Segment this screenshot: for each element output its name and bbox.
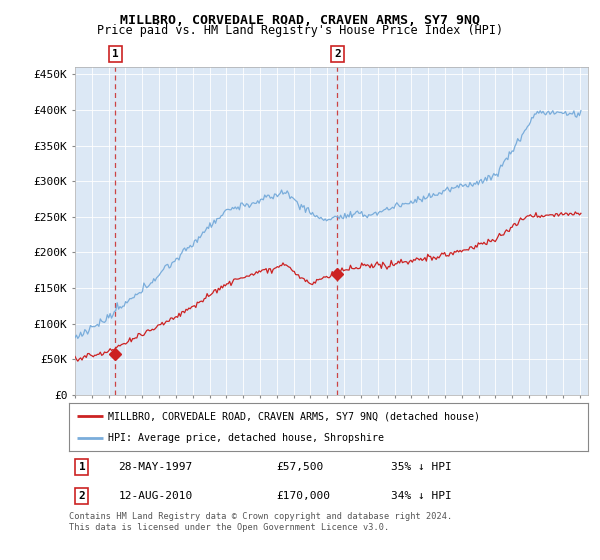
Text: HPI: Average price, detached house, Shropshire: HPI: Average price, detached house, Shro… [108, 433, 384, 443]
Text: 35% ↓ HPI: 35% ↓ HPI [391, 462, 452, 472]
Text: 2: 2 [334, 49, 341, 59]
Text: 1: 1 [79, 462, 85, 472]
Text: Price paid vs. HM Land Registry's House Price Index (HPI): Price paid vs. HM Land Registry's House … [97, 24, 503, 37]
Text: MILLBRO, CORVEDALE ROAD, CRAVEN ARMS, SY7 9NQ (detached house): MILLBRO, CORVEDALE ROAD, CRAVEN ARMS, SY… [108, 411, 480, 421]
Text: 2: 2 [79, 491, 85, 501]
Text: MILLBRO, CORVEDALE ROAD, CRAVEN ARMS, SY7 9NQ: MILLBRO, CORVEDALE ROAD, CRAVEN ARMS, SY… [120, 14, 480, 27]
Text: 12-AUG-2010: 12-AUG-2010 [118, 491, 193, 501]
Text: £57,500: £57,500 [277, 462, 324, 472]
Text: 1: 1 [112, 49, 119, 59]
Text: Contains HM Land Registry data © Crown copyright and database right 2024.
This d: Contains HM Land Registry data © Crown c… [69, 512, 452, 532]
Text: £170,000: £170,000 [277, 491, 331, 501]
Text: 34% ↓ HPI: 34% ↓ HPI [391, 491, 452, 501]
Text: 28-MAY-1997: 28-MAY-1997 [118, 462, 193, 472]
